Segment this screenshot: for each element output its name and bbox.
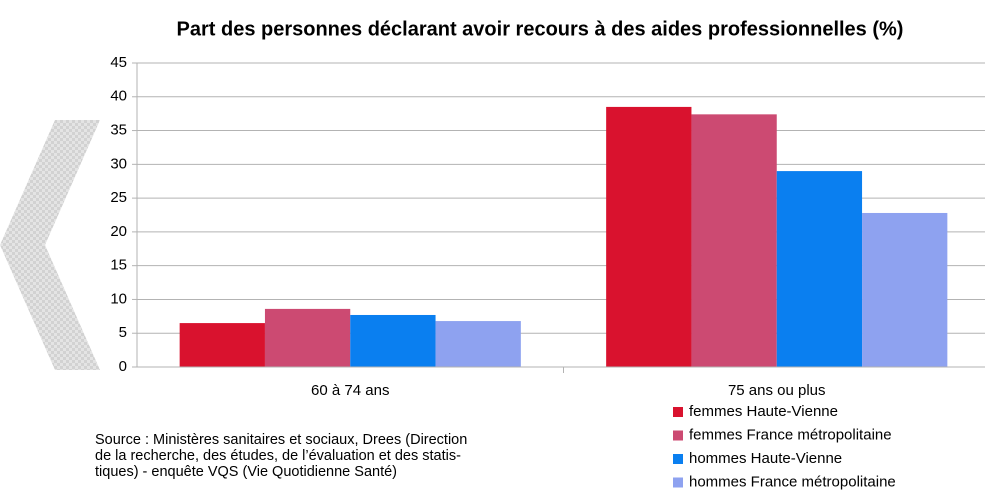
y-tick-label: 0 xyxy=(119,358,127,375)
legend-swatch xyxy=(673,454,683,464)
bar xyxy=(606,106,692,368)
source-note: Source : Ministères sanitaires et sociau… xyxy=(95,432,468,480)
bar xyxy=(179,323,265,367)
y-tick-label: 40 xyxy=(110,88,127,105)
legend-swatch xyxy=(673,430,683,441)
legend-label: femmes Haute-Vienne xyxy=(689,403,838,420)
legend-label: hommes Haute-Vienne xyxy=(689,450,842,467)
legend-swatch xyxy=(673,407,683,417)
y-tick-label: 25 xyxy=(110,189,127,206)
chart-title: Part des personnes déclarant avoir recou… xyxy=(177,18,904,40)
bar xyxy=(862,212,948,367)
y-tick-label: 20 xyxy=(110,223,127,240)
watermark xyxy=(0,120,100,370)
x-tick-label: 75 ans ou plus xyxy=(728,382,826,399)
bar xyxy=(776,171,863,367)
y-tick-label: 15 xyxy=(110,257,127,274)
y-tick-label: 10 xyxy=(110,290,127,307)
legend-swatch xyxy=(673,477,683,488)
y-tick-label: 45 xyxy=(110,54,127,71)
bar xyxy=(264,308,351,367)
y-tick-label: 35 xyxy=(110,122,127,139)
legend-label: hommes France métropolitaine xyxy=(689,473,896,490)
y-tick-label: 5 xyxy=(119,324,127,341)
y-tick-label: 30 xyxy=(110,155,127,172)
bar xyxy=(350,314,436,367)
bar xyxy=(435,321,521,367)
legend-label: femmes France métropolitaine xyxy=(689,426,892,443)
bar xyxy=(691,114,777,367)
x-tick-label: 60 à 74 ans xyxy=(311,382,389,399)
